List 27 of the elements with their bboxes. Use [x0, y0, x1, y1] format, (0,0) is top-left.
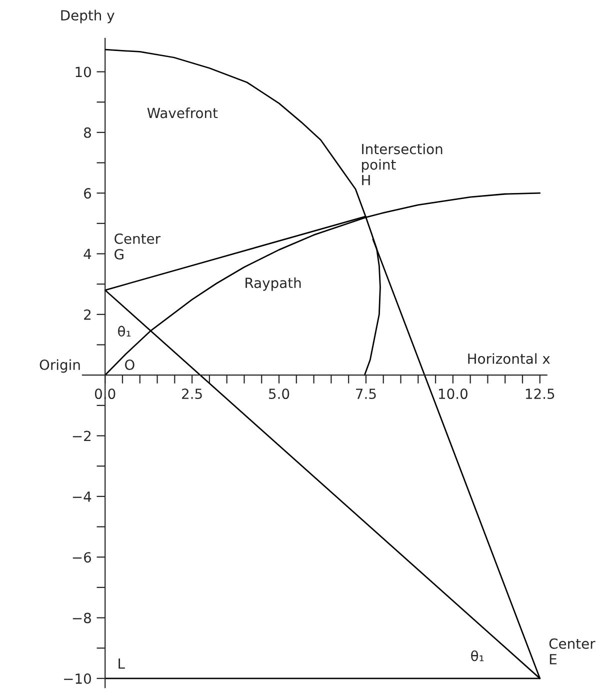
x-axis-title: Horizontal x	[468, 353, 550, 364]
annotation: Center G	[114, 233, 161, 260]
annotation: O	[125, 360, 134, 370]
annotation: Raypath	[246, 277, 301, 291]
x-tick-label: 10.0	[438, 388, 468, 400]
annotation: Intersection point H	[362, 144, 442, 186]
x-tick-label: 7.5	[356, 388, 376, 400]
x-tick-label: 5.0	[269, 388, 290, 400]
y-tick-label: −4	[72, 492, 92, 502]
y-tick-label: −8	[72, 612, 91, 624]
annotation: θ₁	[118, 326, 131, 337]
y-tick-label: 4	[84, 248, 92, 260]
annotation: L	[118, 658, 125, 669]
annotation: Wavefront	[147, 108, 218, 118]
annotation: θ₁	[471, 650, 484, 662]
y-tick-label: 10	[76, 66, 91, 78]
x-tick-label: 2.5	[182, 388, 202, 400]
y-tick-label: 8	[84, 127, 91, 138]
y-tick-label: −10	[64, 673, 91, 684]
y-tick-label: −2	[72, 430, 91, 442]
y-axis-title: Depth y	[61, 10, 114, 24]
text: Center E	[549, 638, 596, 664]
x-tick-label: 12.5	[526, 388, 554, 400]
text: Origin	[40, 359, 80, 373]
y-tick-label: 2	[84, 309, 91, 320]
y-tick-label: −6	[72, 552, 92, 563]
y-tick-label: 6	[84, 188, 92, 199]
